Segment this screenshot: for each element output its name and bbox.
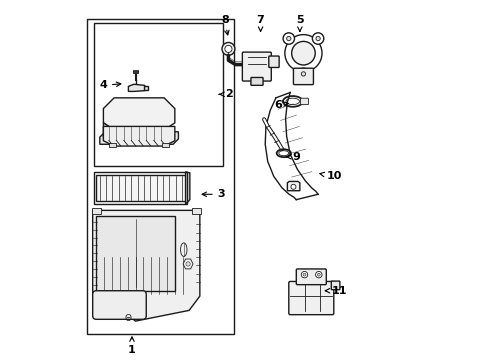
Text: 5: 5 — [295, 15, 303, 31]
Polygon shape — [183, 259, 193, 269]
FancyBboxPatch shape — [296, 269, 325, 285]
Bar — [133, 70, 138, 73]
Polygon shape — [185, 172, 189, 204]
Circle shape — [303, 273, 305, 276]
Polygon shape — [103, 98, 175, 130]
Circle shape — [301, 72, 305, 76]
FancyBboxPatch shape — [268, 56, 279, 67]
Circle shape — [301, 271, 307, 278]
Bar — [94, 172, 187, 204]
Circle shape — [222, 42, 234, 55]
Circle shape — [283, 33, 294, 44]
Bar — [94, 23, 223, 166]
Text: 9: 9 — [286, 152, 300, 162]
Text: 6: 6 — [274, 100, 287, 110]
Circle shape — [312, 33, 323, 44]
Circle shape — [315, 271, 322, 278]
Bar — [96, 216, 175, 291]
Polygon shape — [103, 126, 175, 146]
FancyBboxPatch shape — [331, 281, 339, 290]
Text: 8: 8 — [221, 15, 228, 35]
Circle shape — [297, 68, 308, 80]
Polygon shape — [100, 132, 178, 144]
Polygon shape — [143, 86, 148, 90]
Text: Θ: Θ — [124, 314, 132, 323]
Text: 11: 11 — [325, 286, 347, 296]
Circle shape — [224, 45, 231, 53]
Polygon shape — [103, 123, 114, 144]
FancyBboxPatch shape — [293, 68, 313, 85]
Circle shape — [285, 35, 322, 72]
FancyBboxPatch shape — [300, 98, 308, 105]
Polygon shape — [128, 84, 146, 91]
Text: 2: 2 — [219, 89, 232, 99]
Text: 10: 10 — [319, 171, 341, 181]
Circle shape — [185, 262, 190, 266]
Bar — [108, 143, 116, 147]
Bar — [92, 207, 101, 214]
Text: 1: 1 — [128, 337, 136, 355]
Circle shape — [315, 36, 320, 41]
Polygon shape — [287, 181, 299, 191]
Bar — [87, 19, 233, 334]
FancyBboxPatch shape — [242, 52, 271, 81]
Circle shape — [290, 184, 295, 189]
FancyBboxPatch shape — [288, 282, 333, 315]
Polygon shape — [93, 210, 200, 321]
Bar — [192, 207, 200, 214]
Circle shape — [286, 36, 290, 41]
FancyBboxPatch shape — [93, 291, 146, 319]
Bar — [96, 175, 185, 202]
Text: 4: 4 — [99, 80, 121, 90]
Text: 3: 3 — [202, 189, 225, 199]
Circle shape — [317, 273, 320, 276]
Circle shape — [291, 41, 315, 65]
Bar — [162, 143, 169, 147]
Text: 7: 7 — [256, 15, 264, 31]
FancyBboxPatch shape — [250, 77, 263, 85]
Ellipse shape — [180, 243, 186, 256]
